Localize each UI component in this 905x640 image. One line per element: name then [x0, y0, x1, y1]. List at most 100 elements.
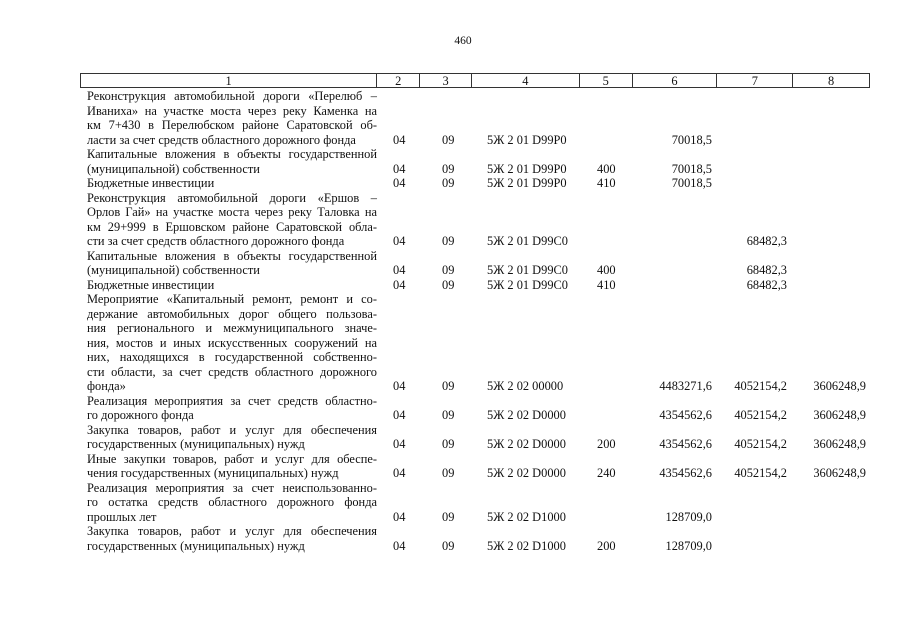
cell-col-2: 04 — [393, 263, 406, 277]
cell-col-6: 128709,0 — [665, 509, 712, 524]
header-col-3: 3 — [420, 74, 473, 88]
description-line: сти области, за счет средств областного … — [87, 364, 377, 379]
description-line: государственных (муниципальных) нужд — [87, 538, 305, 553]
cell-col-6: 70018,5 — [671, 161, 712, 176]
cell-col-6: 4354562,6 — [659, 437, 712, 451]
table-body: Реконструкция автомобильной дороги «Пере… — [0, 89, 905, 553]
table-row: Иные закупки товаров, работ и услуг для … — [0, 452, 905, 481]
cell-col-2: 04 — [393, 277, 406, 292]
cell-col-7: 68482,3 — [746, 263, 787, 277]
table-row: Реконструкция автомобильной дороги «Ершо… — [0, 191, 905, 249]
description-line: (муниципальной) собственности — [87, 263, 260, 277]
header-col-4: 4 — [472, 74, 580, 88]
cell-col-4: 5Ж 2 01 D99P0 — [487, 161, 567, 176]
description-line: Реконструкция автомобильной дороги «Пере… — [87, 89, 377, 103]
description-line: держание автомобильных дорог общего поль… — [87, 306, 377, 321]
cell-col-6: 4483271,6 — [659, 379, 712, 393]
cell-col-5: 240 — [597, 466, 616, 480]
cell-col-6: 4354562,6 — [659, 466, 712, 480]
description-line: них, находящихся в государственной собст… — [87, 350, 377, 364]
description-line: го дорожного фонда — [87, 408, 194, 422]
row-description: Закупка товаров, работ и услуг для обесп… — [87, 524, 377, 553]
cell-col-2: 04 — [393, 538, 406, 553]
description-line: Иваниха» на участке моста через реку Кам… — [87, 103, 377, 118]
header-col-5: 5 — [580, 74, 633, 88]
description-line: ния, мостов и иных искусственных сооруже… — [87, 335, 377, 350]
description-line: ласти за счет средств областного дорожно… — [87, 132, 356, 147]
table-header: 1 2 3 4 5 6 7 8 — [80, 73, 870, 88]
cell-col-3: 09 — [442, 379, 455, 393]
cell-col-4: 5Ж 2 01 D99C0 — [487, 263, 568, 277]
cell-col-3: 09 — [442, 277, 455, 292]
description-line: чения государственных (муниципальных) ну… — [87, 466, 339, 480]
cell-col-3: 09 — [442, 161, 455, 176]
header-col-6: 6 — [633, 74, 718, 88]
cell-col-7: 4052154,2 — [734, 408, 787, 422]
row-description: Капитальные вложения в объекты государст… — [87, 147, 377, 176]
description-line: го остатка средств областного дорожного … — [87, 495, 377, 509]
cell-col-4: 5Ж 2 02 D0000 — [487, 466, 566, 480]
description-line: Реконструкция автомобильной дороги «Ершо… — [87, 190, 377, 205]
row-description: Реализация мероприятия за счет неиспольз… — [87, 481, 377, 525]
cell-col-2: 04 — [393, 408, 406, 422]
cell-col-2: 04 — [393, 509, 406, 524]
cell-col-8: 3606248,9 — [813, 379, 866, 393]
cell-col-2: 04 — [393, 176, 406, 190]
table-row: Капитальные вложения в объекты государст… — [0, 249, 905, 278]
cell-col-6: 70018,5 — [671, 176, 712, 190]
row-description: Бюджетные инвестиции — [87, 278, 377, 293]
cell-col-7: 4052154,2 — [734, 379, 787, 393]
description-line: ния регионального и межмуниципального зн… — [87, 321, 377, 335]
cell-col-7: 4052154,2 — [734, 466, 787, 480]
table-row: Реконструкция автомобильной дороги «Пере… — [0, 89, 905, 147]
row-description: Реконструкция автомобильной дороги «Пере… — [87, 89, 377, 147]
header-col-1: 1 — [81, 74, 378, 88]
cell-col-4: 5Ж 2 01 D99C0 — [487, 277, 568, 292]
cell-col-3: 09 — [442, 437, 455, 451]
cell-col-3: 09 — [442, 234, 455, 248]
cell-col-2: 04 — [393, 437, 406, 451]
cell-col-7: 68482,3 — [746, 234, 787, 248]
description-line: (муниципальной) собственности — [87, 161, 260, 176]
description-line: Капитальные вложения в объекты государст… — [87, 248, 377, 263]
table-row: Реализация мероприятия за счет средств о… — [0, 394, 905, 423]
header-col-8: 8 — [828, 74, 835, 88]
cell-col-2: 04 — [393, 234, 406, 248]
row-description: Закупка товаров, работ и услуг для обесп… — [87, 423, 377, 452]
header-col-2: 2 — [377, 74, 421, 88]
cell-col-4: 5Ж 2 02 D1000 — [487, 509, 566, 524]
cell-col-3: 09 — [442, 538, 455, 553]
cell-col-2: 04 — [393, 161, 406, 176]
description-line: Реализация мероприятия за счет неиспольз… — [87, 480, 377, 495]
cell-col-2: 04 — [393, 466, 406, 480]
cell-col-3: 09 — [442, 176, 455, 190]
row-description: Реализация мероприятия за счет средств о… — [87, 394, 377, 423]
description-line: км 7+430 в Перелюбском районе Саратовско… — [87, 118, 377, 132]
table-row: Мероприятие «Капитальный ремонт, ремонт … — [0, 292, 905, 394]
header-col-7: 7 — [717, 74, 794, 88]
description-line: Орлов Гай» на участке моста через реку Т… — [87, 205, 377, 219]
description-line: Мероприятие «Капитальный ремонт, ремонт … — [87, 292, 377, 306]
cell-col-3: 09 — [442, 408, 455, 422]
cell-col-8: 3606248,9 — [813, 466, 866, 480]
cell-col-4: 5Ж 2 01 D99P0 — [487, 132, 567, 147]
row-description: Мероприятие «Капитальный ремонт, ремонт … — [87, 292, 377, 394]
cell-col-3: 09 — [442, 263, 455, 277]
cell-col-5: 410 — [597, 277, 616, 292]
cell-col-7: 4052154,2 — [734, 437, 787, 451]
description-line: Бюджетные инвестиции — [87, 176, 215, 190]
table-row: Капитальные вложения в объекты государст… — [0, 147, 905, 176]
cell-col-4: 5Ж 2 01 D99C0 — [487, 234, 568, 248]
page-number: 460 — [454, 35, 472, 47]
description-line: прошлых лет — [87, 509, 157, 524]
cell-col-8: 3606248,9 — [813, 437, 866, 451]
cell-col-3: 09 — [442, 466, 455, 480]
cell-col-5: 410 — [597, 176, 616, 190]
table-row: Реализация мероприятия за счет неиспольз… — [0, 481, 905, 525]
row-description: Бюджетные инвестиции — [87, 176, 377, 191]
cell-col-2: 04 — [393, 379, 406, 393]
table-row: Бюджетные инвестиции 04 09 5Ж 2 01 D99C0 410… — [0, 278, 905, 293]
table-row: Закупка товаров, работ и услуг для обесп… — [0, 524, 905, 553]
description-line: км 29+999 в Ершовском районе Саратовской… — [87, 219, 377, 234]
cell-col-4: 5Ж 2 02 00000 — [487, 379, 564, 393]
